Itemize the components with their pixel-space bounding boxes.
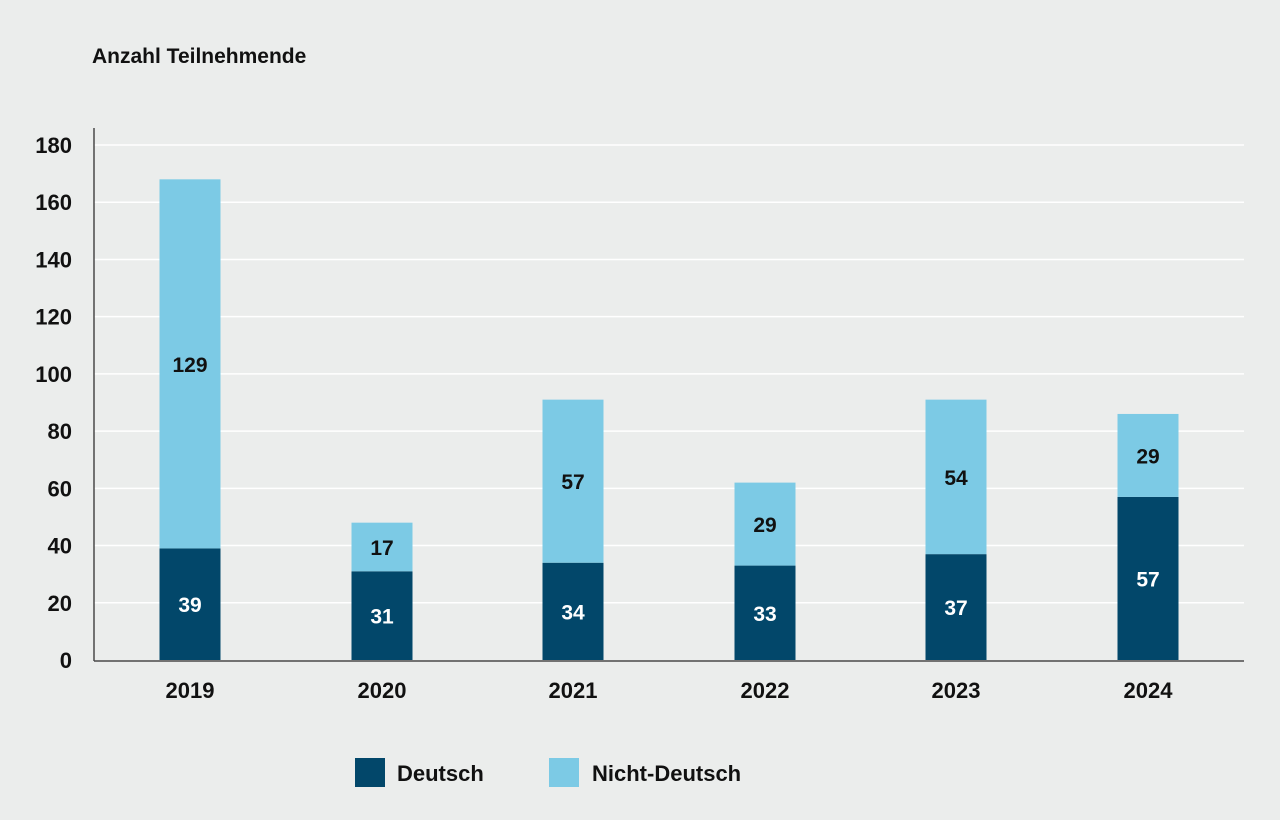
bar-2024-nicht-deutsch [1117, 413, 1179, 497]
value-label-2021-deutsch: 34 [561, 601, 585, 624]
legend-swatch-deutsch [355, 758, 385, 787]
x-tick-label-2023: 2023 [932, 678, 981, 703]
x-tick-label-2020: 2020 [358, 678, 407, 703]
value-label-2019-deutsch: 39 [178, 594, 201, 617]
bar-2019-deutsch [159, 548, 221, 660]
y-axis-ticks: 0 20 40 60 80 100 120 140 160 180 [35, 133, 72, 673]
legend-label-deutsch: Deutsch [397, 761, 484, 786]
legend: Deutsch Nicht-Deutsch [355, 758, 741, 787]
legend-label-nicht-deutsch: Nicht-Deutsch [592, 761, 741, 786]
bar-2024-deutsch [1117, 496, 1179, 660]
y-tick-label: 160 [35, 190, 72, 215]
x-tick-label-2024: 2024 [1124, 678, 1174, 703]
bar-2021-deutsch [542, 562, 604, 660]
value-label-2024-nicht-deutsch: 29 [1136, 445, 1159, 468]
y-tick-label: 180 [35, 133, 72, 158]
value-labels: 39 129 31 17 34 57 33 29 37 54 57 29 [172, 354, 1159, 629]
gridlines [94, 144, 1244, 604]
x-tick-label-2019: 2019 [166, 678, 215, 703]
bar-2020-nicht-deutsch [351, 522, 413, 572]
bars [159, 179, 1179, 660]
legend-swatch-nicht-deutsch [549, 758, 579, 787]
y-tick-label: 60 [48, 476, 72, 501]
value-label-2020-nicht-deutsch: 17 [370, 537, 393, 560]
value-label-2020-deutsch: 31 [370, 606, 394, 629]
bar-2023-deutsch [925, 554, 987, 660]
y-tick-label: 120 [35, 305, 72, 330]
x-tick-label-2021: 2021 [549, 678, 598, 703]
bar-2020-deutsch [351, 571, 413, 660]
y-tick-label: 80 [48, 419, 72, 444]
y-axis-title: Anzahl Teilnehmende [92, 45, 306, 68]
value-label-2024-deutsch: 57 [1136, 568, 1159, 591]
value-label-2022-deutsch: 33 [753, 603, 776, 626]
x-axis-ticks: 2019 2020 2021 2022 2023 2024 [166, 678, 1174, 703]
bar-2022-deutsch [734, 565, 796, 660]
value-label-2023-deutsch: 37 [944, 597, 967, 620]
y-tick-label: 20 [48, 591, 72, 616]
bar-2023-nicht-deutsch [925, 399, 987, 555]
value-label-2023-nicht-deutsch: 54 [944, 467, 968, 490]
y-tick-label: 100 [35, 362, 72, 387]
y-tick-label: 0 [60, 648, 72, 673]
value-label-2019-nicht-deutsch: 129 [172, 354, 207, 377]
bar-2019-nicht-deutsch [159, 179, 221, 549]
value-label-2021-nicht-deutsch: 57 [561, 471, 584, 494]
value-label-2022-nicht-deutsch: 29 [753, 514, 776, 537]
bar-2022-nicht-deutsch [734, 482, 796, 566]
y-tick-label: 40 [48, 534, 72, 559]
y-tick-label: 140 [35, 247, 72, 272]
x-tick-label-2022: 2022 [741, 678, 790, 703]
bar-2021-nicht-deutsch [542, 399, 604, 563]
